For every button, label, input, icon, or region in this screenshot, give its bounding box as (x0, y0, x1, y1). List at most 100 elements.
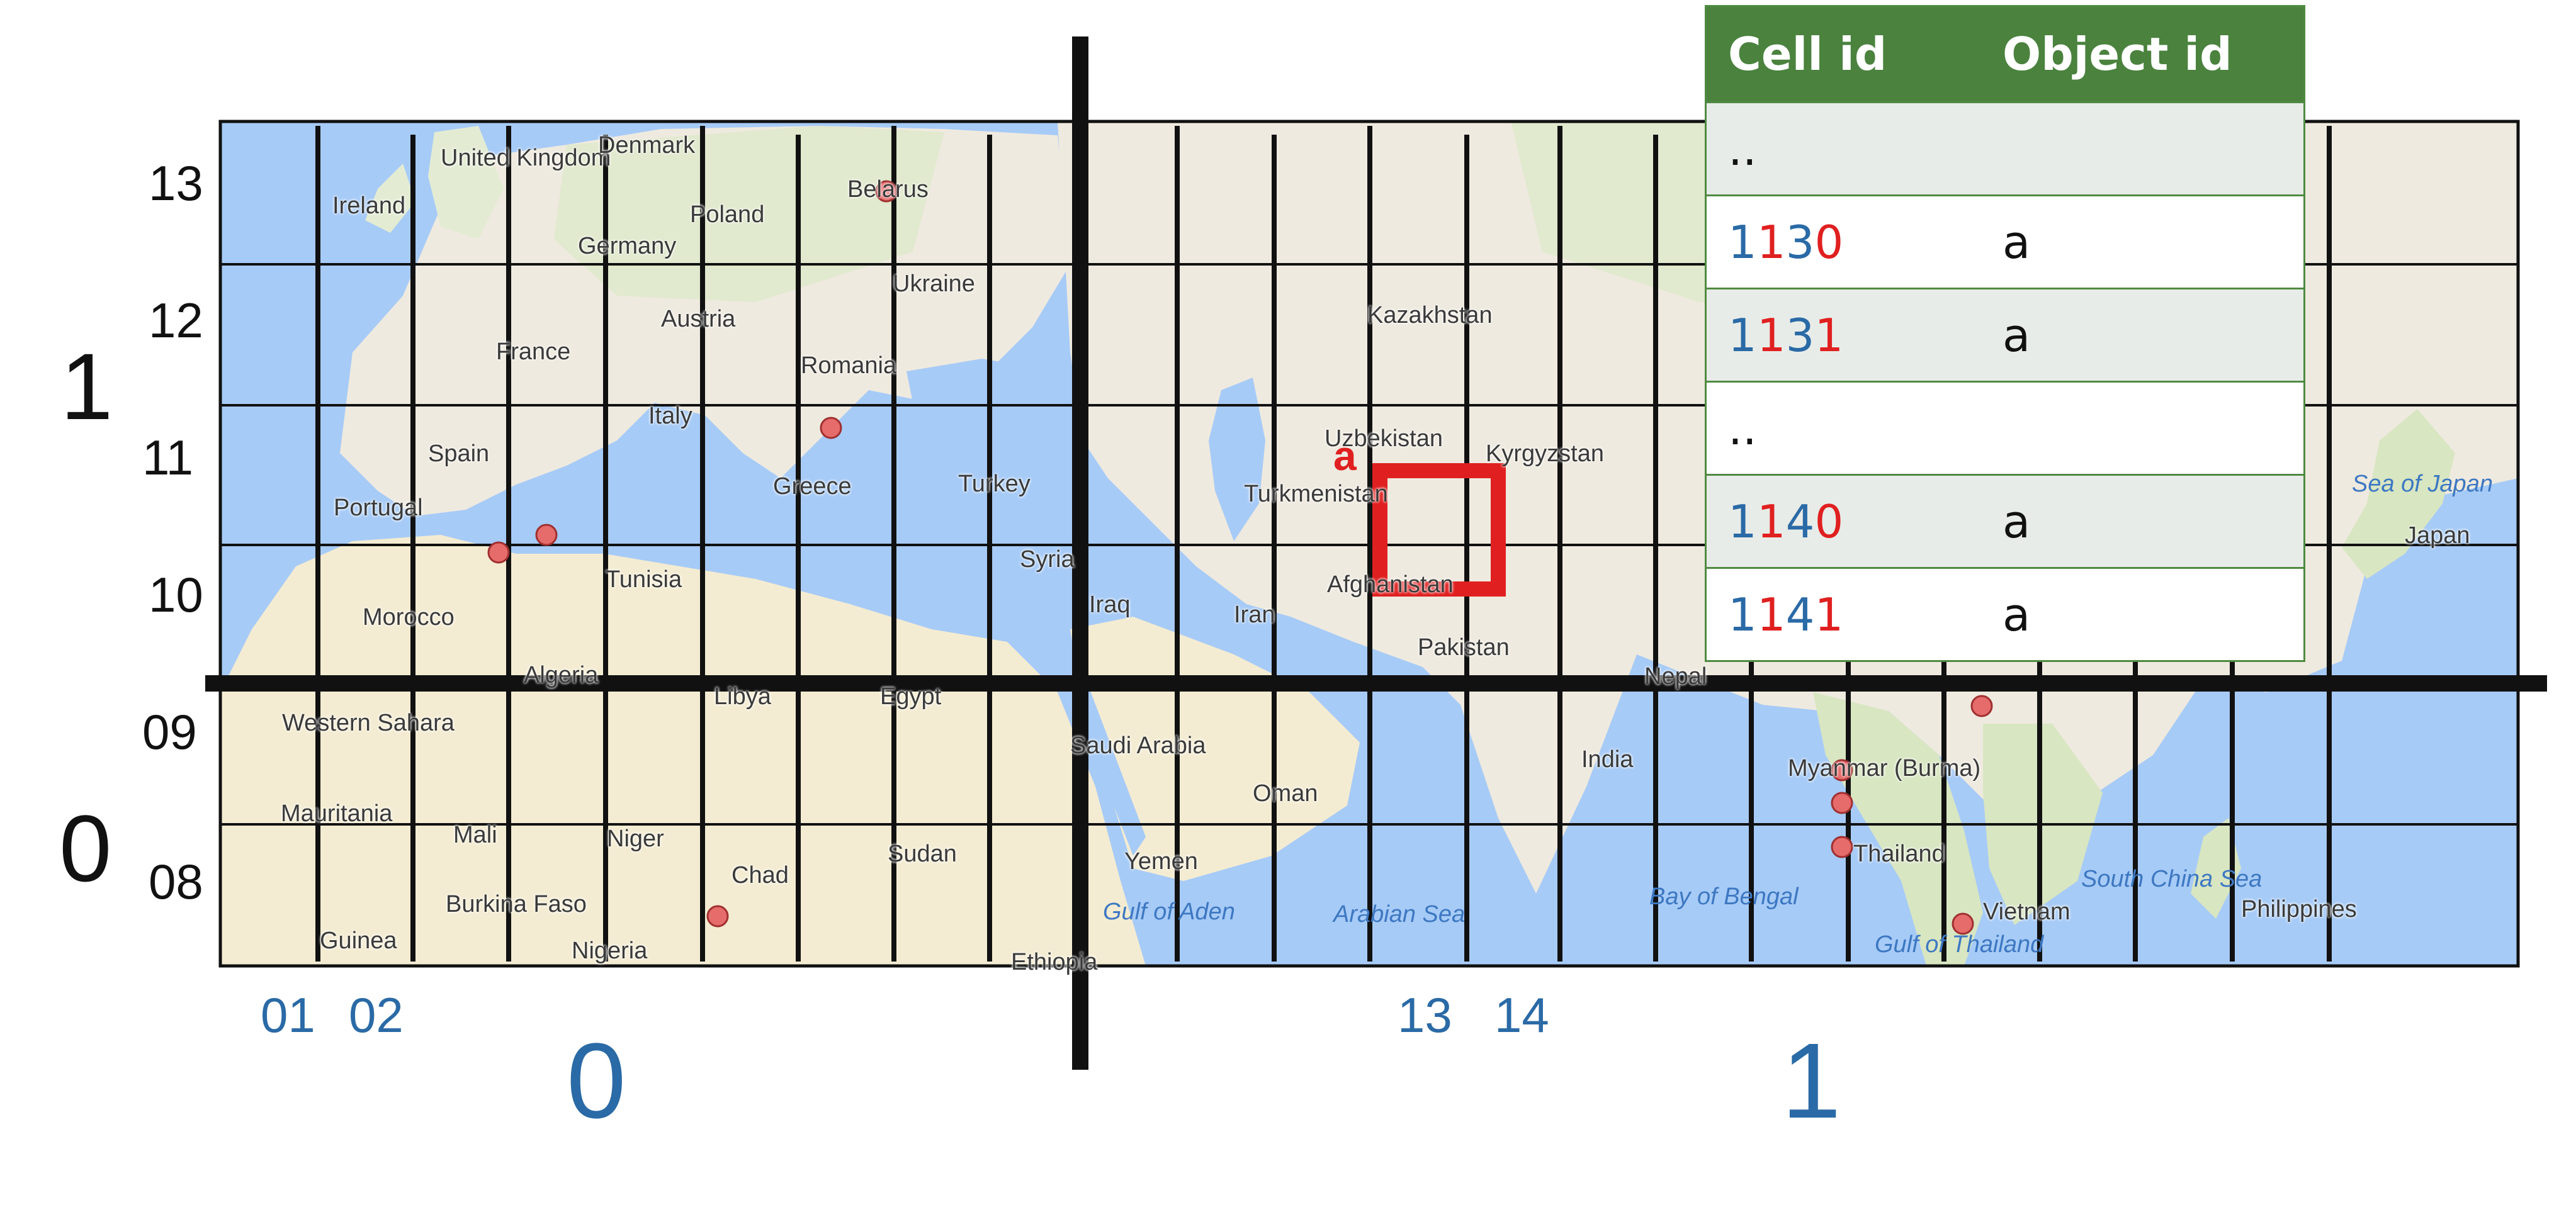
place-label: Spain (428, 440, 490, 467)
place-label: Bay of Bengal (1649, 883, 1799, 910)
landmass-africa (220, 535, 1146, 966)
place-label: Burkina Faso (446, 891, 587, 917)
place-label: United Kingdom (441, 145, 611, 171)
row-label-12: 12 (149, 293, 203, 348)
cell-id-value: 1130 (1707, 216, 2003, 269)
cell-id-mid: 1 (1756, 215, 1786, 269)
place-label: Ukraine (893, 271, 975, 297)
cell-id-suffix-2: 0 (1814, 495, 1844, 548)
place-label: Kyrgyzstan (1486, 440, 1604, 467)
col-half-right-label: 1 (1782, 1021, 1841, 1141)
place-label: India (1581, 746, 1634, 773)
location-marker (1831, 759, 1853, 782)
header-cell-id: Cell id (1728, 28, 1887, 81)
cell-id-value: .. (1728, 122, 1757, 176)
place-label: Oman (1253, 780, 1318, 807)
cell-id-value: 1131 (1707, 309, 2003, 362)
place-label: Western Sahara (282, 710, 455, 736)
object-id-value: a (2003, 308, 2031, 362)
row-label-11: 11 (142, 430, 193, 485)
object-bounding-box (1372, 463, 1506, 597)
cell-id-value: 1140 (1707, 495, 2003, 548)
place-label: Sea of Japan (2352, 471, 2493, 497)
cell-id-suffix-1: 3 (1785, 308, 1815, 362)
place-label: Vietnam (1983, 899, 2070, 925)
place-label: Morocco (363, 604, 455, 631)
table-row: 1130 a (1707, 194, 2303, 288)
table-row: 1131 a (1707, 288, 2303, 381)
row-label-13: 13 (149, 155, 203, 211)
location-marker (1831, 836, 1853, 858)
table-header: Cell id Object id (1707, 7, 2303, 101)
cell-id-suffix-1: 3 (1785, 215, 1815, 269)
place-label: Guinea (320, 928, 397, 954)
place-label: Algeria (524, 662, 599, 688)
location-marker (1952, 912, 1974, 935)
place-label: France (496, 339, 571, 365)
header-object-id: Object id (2003, 28, 2232, 81)
object-label: a (1333, 432, 1357, 479)
vertical-grid-lines (315, 126, 2332, 962)
place-label: Japan (2405, 522, 2470, 549)
place-label: Portugal (334, 495, 423, 521)
location-marker (1831, 792, 1853, 814)
col-label-13: 13 (1398, 987, 1452, 1043)
place-label: Turkey (958, 471, 1031, 497)
table-row: .. (1707, 381, 2303, 474)
place-label: Tunisia (606, 566, 682, 593)
place-label: Iran (1234, 602, 1275, 628)
place-label: Niger (607, 826, 664, 852)
cell-id-suffix-2: 1 (1814, 308, 1844, 362)
object-id-value: a (2003, 215, 2031, 269)
col-label-01: 01 (261, 987, 315, 1043)
place-label: Belarus (847, 176, 929, 203)
cell-id-mid: 1 (1756, 495, 1786, 548)
table-row: 1141 a (1707, 567, 2303, 660)
location-marker (535, 524, 558, 546)
landmass-philippines (2191, 818, 2241, 919)
location-marker (820, 417, 842, 439)
place-label: South China Sea (2081, 866, 2262, 892)
col-label-14: 14 (1494, 987, 1549, 1043)
cell-id-value: .. (1728, 401, 1757, 455)
location-marker (1970, 695, 1993, 717)
table-row: 1140 a (1707, 474, 2303, 567)
landmass-japan (2342, 409, 2455, 579)
cell-id-suffix-1: 4 (1785, 588, 1815, 641)
place-label: Philippines (2241, 896, 2357, 923)
location-marker (487, 541, 510, 564)
place-label: Poland (690, 201, 765, 228)
place-label: Kazakhstan (1367, 302, 1493, 328)
place-label: Ireland (332, 193, 406, 219)
place-label: Egypt (880, 683, 942, 710)
black-sea (907, 359, 1058, 415)
place-label: Pakistan (1418, 634, 1510, 661)
place-label: Syria (1020, 546, 1075, 573)
place-label: Mali (453, 822, 497, 848)
place-label: Mauritania (281, 800, 393, 827)
cell-id-suffix-2: 1 (1814, 588, 1844, 641)
place-label: Arabian Sea (1333, 901, 1466, 928)
row-half-bottom-label: 0 (59, 795, 112, 901)
place-label: Gulf of Aden (1103, 899, 1235, 925)
place-label: Chad (732, 862, 789, 889)
place-label: Turkmenistan (1244, 481, 1388, 507)
location-marker (706, 905, 729, 928)
cell-id-suffix-1: 4 (1785, 495, 1815, 548)
row-label-08: 08 (149, 854, 203, 909)
place-label: Ethiopia (1011, 949, 1098, 975)
cell-id-prefix: 1 (1728, 495, 1757, 548)
place-label: Yemen (1124, 848, 1198, 875)
object-id-value: a (2003, 588, 2031, 641)
place-label: Libya (714, 683, 771, 710)
place-label: Greece (773, 473, 852, 500)
cell-id-suffix-2: 0 (1814, 215, 1844, 269)
row-half-top-label: 1 (60, 334, 113, 439)
table-row: .. (1707, 101, 2303, 194)
landmass-british-isles (365, 126, 504, 239)
caspian-sea (1209, 378, 1265, 541)
place-label: Saudi Arabia (1070, 732, 1206, 759)
cell-id-prefix: 1 (1728, 308, 1757, 362)
cell-id-mid: 1 (1756, 308, 1786, 362)
cell-id-mid: 1 (1756, 588, 1786, 641)
